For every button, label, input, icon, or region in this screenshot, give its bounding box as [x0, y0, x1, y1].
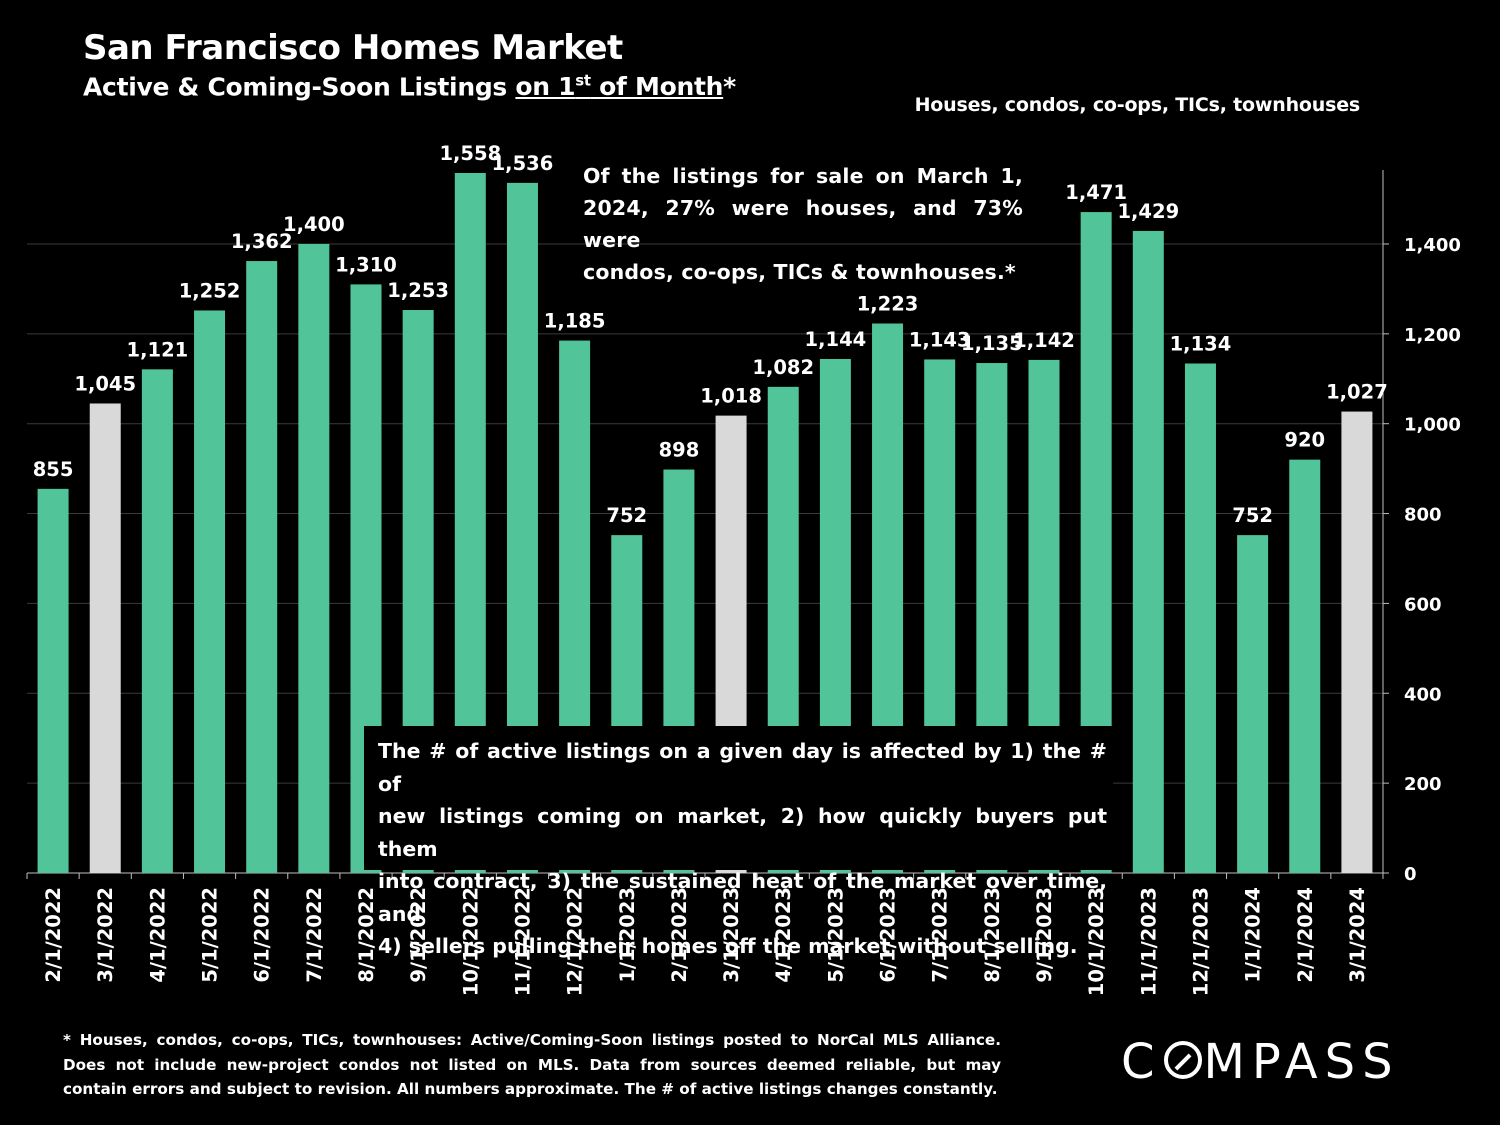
- data-label: 1,082: [752, 356, 814, 379]
- y-tick-label: 1,200: [1404, 325, 1461, 346]
- bar: [141, 369, 173, 873]
- data-label: 1,142: [1013, 329, 1075, 352]
- data-label: 1,471: [1065, 181, 1127, 204]
- x-tick-label: 8/1/2023: [981, 887, 1004, 983]
- data-label: 752: [606, 504, 647, 527]
- composition-callout: Of the listings for sale on March 1, 202…: [583, 160, 1023, 288]
- subtitle-of-month: of Month: [590, 72, 724, 102]
- bar: [37, 488, 69, 873]
- x-tick-label: 6/1/2023: [877, 887, 900, 983]
- x-tick-label: 7/1/2022: [303, 887, 326, 983]
- data-label: 1,310: [335, 253, 397, 276]
- explanation-line-3: into contract, 3) the sustained heat of …: [378, 869, 1107, 926]
- footnote-line-2: Does not include new-project condos not …: [63, 1055, 1001, 1074]
- x-tick-label: 8/1/2022: [355, 887, 378, 983]
- x-tick-label: 4/1/2023: [772, 887, 795, 983]
- x-tick-label: 11/1/2023: [1137, 887, 1160, 996]
- explanation-line-4: 4) sellers pulling their homes off the m…: [378, 934, 1078, 958]
- footnote: * Houses, condos, co-ops, TICs, townhous…: [63, 1028, 1001, 1102]
- x-tick-label: 12/1/2022: [564, 887, 587, 996]
- x-tick-label: 3/1/2022: [94, 887, 117, 983]
- x-tick-label: 2/1/2023: [668, 887, 691, 983]
- bar: [1341, 411, 1373, 873]
- logo-rest: MPASS: [1203, 1034, 1400, 1090]
- x-tick-label: 10/1/2022: [459, 887, 482, 996]
- compass-logo: C MPASS: [1121, 1034, 1400, 1090]
- composition-line-3: condos, co-ops, TICs & townhouses.*: [583, 260, 1016, 284]
- composition-line-1: Of the listings for sale on March 1,: [583, 164, 1023, 188]
- x-tick-label: 4/1/2022: [146, 887, 169, 983]
- bar: [1289, 459, 1321, 873]
- bar: [298, 243, 330, 874]
- x-tick-label: 5/1/2023: [824, 887, 847, 983]
- data-label: 898: [659, 439, 700, 462]
- data-label: 1,143: [909, 328, 971, 351]
- data-label: 1,558: [439, 142, 501, 165]
- subtitle-suffix: *: [723, 72, 736, 102]
- x-tick-label: 3/1/2023: [720, 887, 743, 983]
- data-label: 855: [33, 458, 74, 481]
- footnote-line-3: contain errors and subject to revision. …: [63, 1080, 998, 1098]
- x-tick-label: 6/1/2022: [251, 887, 274, 983]
- bar: [246, 261, 278, 873]
- compass-o-icon: [1163, 1041, 1202, 1079]
- bar: [89, 403, 121, 873]
- data-label: 1,045: [74, 372, 136, 395]
- y-tick-label: 800: [1404, 505, 1442, 526]
- data-label: 1,223: [857, 293, 919, 316]
- y-tick-label: 200: [1404, 774, 1442, 795]
- subtitle-prefix: Active & Coming-Soon Listings: [83, 72, 516, 102]
- chart-subtitle: Active & Coming-Soon Listings on 1st of …: [83, 72, 736, 101]
- y-tick-label: 1,000: [1404, 415, 1461, 436]
- x-tick-label: 5/1/2022: [199, 887, 222, 983]
- data-label: 752: [1232, 504, 1273, 527]
- data-label: 1,135: [961, 332, 1023, 355]
- bar: [1184, 363, 1216, 873]
- property-types-note: Houses, condos, co-ops, TICs, townhouses: [914, 94, 1361, 116]
- data-label: 1,134: [1170, 332, 1232, 355]
- data-label: 1,185: [544, 310, 606, 333]
- data-label: 1,252: [179, 279, 241, 302]
- x-tick-label: 7/1/2023: [929, 887, 952, 983]
- x-tick-label: 9/1/2023: [1033, 887, 1056, 983]
- x-tick-label: 2/1/2022: [42, 887, 65, 983]
- explanation-line-2: new listings coming on market, 2) how qu…: [378, 804, 1107, 861]
- data-label: 1,429: [1117, 200, 1179, 223]
- bar: [1132, 230, 1164, 873]
- explanation-line-1: The # of active listings on a given day …: [378, 739, 1107, 796]
- x-tick-label: 1/1/2023: [616, 887, 639, 983]
- data-label: 1,144: [805, 328, 867, 351]
- logo-c: C: [1121, 1034, 1162, 1090]
- x-tick-label: 10/1/2023: [1085, 887, 1108, 996]
- y-tick-label: 1,400: [1404, 235, 1461, 256]
- explanation-callout: The # of active listings on a given day …: [364, 726, 1113, 958]
- x-tick-label: 2/1/2024: [1294, 887, 1317, 983]
- x-tick-label: 3/1/2024: [1346, 887, 1369, 983]
- x-tick-label: 12/1/2023: [1189, 887, 1212, 996]
- data-label: 1,400: [283, 213, 345, 236]
- subtitle-on-first: on 1: [515, 72, 576, 102]
- data-label: 1,536: [492, 152, 554, 175]
- y-tick-label: 400: [1404, 684, 1442, 705]
- data-label: 1,018: [700, 385, 762, 408]
- data-label: 1,253: [387, 279, 449, 302]
- footnote-line-1: * Houses, condos, co-ops, TICs, townhous…: [63, 1031, 1001, 1049]
- chart-title: San Francisco Homes Market: [83, 28, 623, 68]
- data-label: 920: [1284, 429, 1325, 452]
- data-label: 1,121: [127, 338, 189, 361]
- x-tick-label: 1/1/2024: [1242, 887, 1265, 983]
- data-label: 1,362: [231, 230, 293, 253]
- x-tick-label: 11/1/2022: [511, 887, 534, 996]
- subtitle-superscript: st: [575, 72, 591, 90]
- bar: [1237, 535, 1269, 873]
- data-label: 1,027: [1326, 381, 1388, 404]
- y-tick-label: 600: [1404, 594, 1442, 615]
- y-tick-label: 0: [1404, 864, 1417, 885]
- composition-line-2: 2024, 27% were houses, and 73% were: [583, 196, 1023, 252]
- x-tick-label: 9/1/2022: [407, 887, 430, 983]
- bar: [194, 310, 226, 873]
- subtitle-underlined: on 1st of Month: [515, 72, 723, 101]
